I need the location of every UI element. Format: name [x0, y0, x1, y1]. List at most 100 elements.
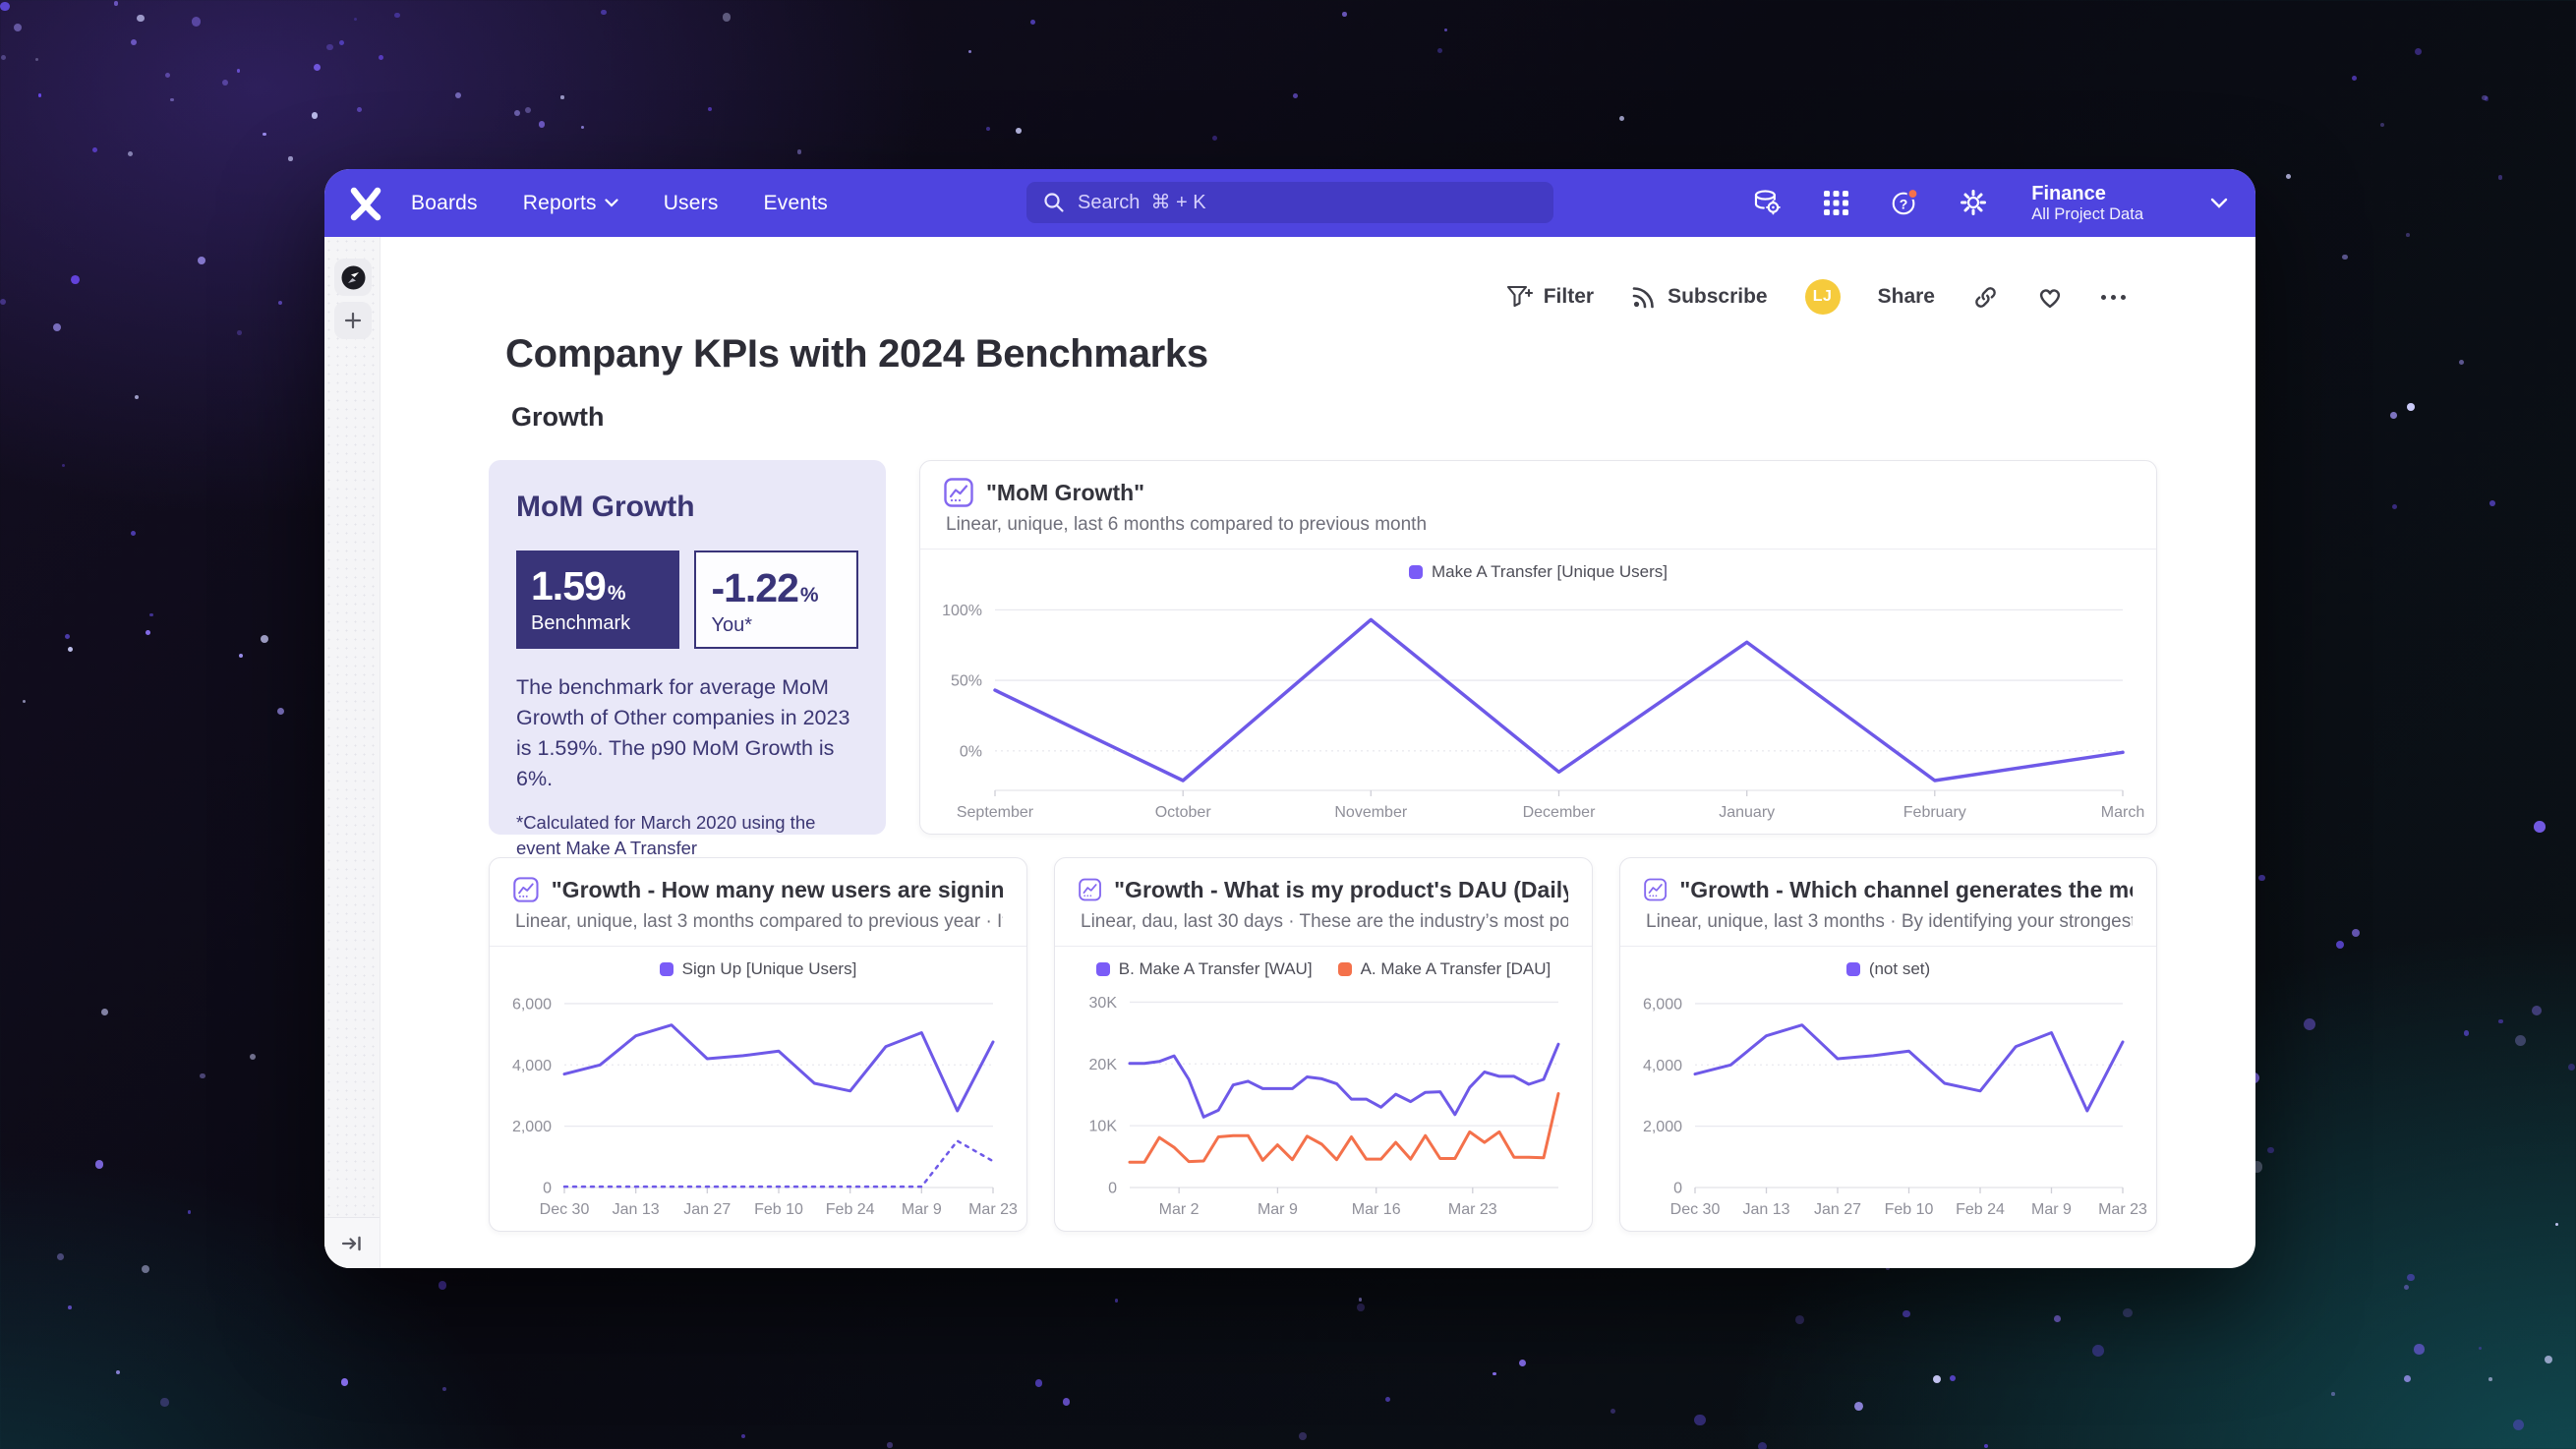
svg-text:Mar 9: Mar 9 — [1258, 1201, 1298, 1218]
help-icon[interactable]: ? — [1890, 188, 1919, 217]
svg-text:Jan 13: Jan 13 — [1742, 1201, 1789, 1218]
chart-subtitle: Linear, unique, last 6 months compared t… — [946, 514, 2133, 536]
mixpanel-logo-icon[interactable] — [346, 184, 385, 223]
legend-swatch-icon — [1846, 962, 1860, 976]
svg-text:November: November — [1334, 804, 1407, 821]
mom-growth-line-chart[interactable]: 100% 50% 0% September October November Decembe… — [930, 586, 2146, 830]
nav-item-users[interactable]: Users — [664, 192, 719, 215]
svg-text:December: December — [1523, 804, 1596, 821]
chart-subtitle: Linear, unique, last 3 months · By ident… — [1646, 911, 2133, 933]
section-title: Growth — [511, 402, 605, 433]
signups-line-chart[interactable]: 6,000 4,000 2,000 0 Dec 30 Jan 13 Jan 27 Feb 10… — [499, 983, 1017, 1227]
card-header: "Growth - What is my product's DAU (Dail… — [1055, 858, 1592, 947]
mom-growth-chart-card: "MoM Growth" Linear, unique, last 6 mont… — [919, 460, 2157, 835]
you-label: You* — [711, 614, 842, 637]
project-switcher[interactable]: Finance All Project Data — [2031, 182, 2143, 225]
compass-icon — [340, 264, 367, 291]
avatar[interactable]: LJ — [1805, 279, 1841, 315]
apps-grid-icon[interactable] — [1821, 188, 1850, 217]
dau-chart-card: "Growth - What is my product's DAU (Dail… — [1054, 857, 1593, 1232]
legend-label: B. Make A Transfer [WAU] — [1119, 959, 1313, 979]
svg-text:2,000: 2,000 — [1643, 1119, 1682, 1135]
report-link[interactable]: "Growth - Which channel generates the mo… — [1644, 875, 2133, 904]
nav-item-events[interactable]: Events — [764, 192, 828, 215]
chart-subtitle: Linear, unique, last 3 months compared t… — [515, 911, 1003, 933]
settings-gear-icon[interactable] — [1959, 188, 1988, 217]
page-title: Company KPIs with 2024 Benchmarks — [505, 332, 1208, 377]
app-window: Boards Reports Users Events — [324, 169, 2255, 1268]
nav-menu: Boards Reports Users Events — [411, 192, 828, 215]
chart-legend: B. Make A Transfer [WAU] A. Make A Transf… — [1055, 957, 1592, 981]
expand-arrow-icon — [340, 1234, 364, 1253]
legend-item[interactable]: B. Make A Transfer [WAU] — [1096, 957, 1313, 981]
svg-text:Jan 13: Jan 13 — [613, 1201, 660, 1218]
svg-text:Feb 10: Feb 10 — [754, 1201, 803, 1218]
report-link[interactable]: "Growth - What is my product's DAU (Dail… — [1079, 875, 1568, 904]
line-chart-icon — [513, 875, 539, 904]
favorite-button[interactable] — [2036, 284, 2064, 310]
svg-text:September: September — [957, 804, 1034, 821]
subscribe-label: Subscribe — [1668, 285, 1768, 309]
report-link[interactable]: "Growth - How many new users are signing… — [513, 875, 1003, 904]
svg-text:October: October — [1155, 804, 1212, 821]
top-navbar: Boards Reports Users Events — [324, 169, 2255, 237]
chart-title: "MoM Growth" — [986, 480, 1144, 506]
svg-text:Mar 23: Mar 23 — [968, 1201, 1018, 1218]
line-chart-icon — [1079, 875, 1101, 904]
project-chevron-down-icon[interactable] — [2210, 198, 2228, 208]
legend-swatch-icon — [1096, 962, 1110, 976]
nav-item-reports[interactable]: Reports — [523, 192, 618, 215]
subscribe-button[interactable]: Subscribe — [1631, 284, 1768, 310]
svg-text:0: 0 — [1673, 1181, 1682, 1197]
benchmark-stat-box: 1.59 % Benchmark — [516, 551, 679, 649]
svg-text:Dec 30: Dec 30 — [1670, 1201, 1721, 1218]
chart-legend: Make A Transfer [Unique Users] — [920, 560, 2156, 584]
legend-swatch-icon — [1338, 962, 1352, 976]
filter-label: Filter — [1544, 285, 1594, 309]
channel-line-chart[interactable]: 6,000 4,000 2,000 0 Dec 30 Jan 13 Jan 27 Feb 10… — [1630, 983, 2146, 1227]
benchmark-unit: % — [608, 582, 626, 606]
benchmark-description: The benchmark for average MoM Growth of … — [516, 672, 858, 794]
project-name: Finance — [2031, 182, 2143, 205]
search-icon — [1042, 191, 1066, 214]
link-icon — [1972, 284, 1999, 311]
dau-line-chart[interactable]: 30K 20K 10K 0 Mar 2 Mar 9 Mar 16 Mar 23 — [1065, 983, 1582, 1227]
project-scope: All Project Data — [2031, 205, 2143, 225]
filter-funnel-icon — [1506, 284, 1533, 310]
svg-text:2,000: 2,000 — [512, 1119, 552, 1135]
benchmark-label: Benchmark — [531, 612, 665, 635]
nav-item-boards[interactable]: Boards — [411, 192, 478, 215]
channel-chart-card: "Growth - Which channel generates the mo… — [1619, 857, 2157, 1232]
chart-title: "Growth - How many new users are signing… — [552, 877, 1003, 903]
data-management-icon[interactable] — [1752, 188, 1782, 217]
svg-text:Dec 30: Dec 30 — [540, 1201, 590, 1218]
legend-item[interactable]: Make A Transfer [Unique Users] — [1409, 560, 1668, 584]
expand-sidebar-button[interactable] — [324, 1217, 380, 1268]
svg-text:Feb 10: Feb 10 — [1885, 1201, 1934, 1218]
legend-item[interactable]: (not set) — [1846, 957, 1930, 981]
svg-text:Mar 23: Mar 23 — [2098, 1201, 2147, 1218]
svg-text:Mar 16: Mar 16 — [1352, 1201, 1401, 1218]
svg-text:0: 0 — [1108, 1181, 1117, 1197]
filter-button[interactable]: Filter — [1506, 284, 1594, 310]
svg-text:4,000: 4,000 — [512, 1058, 552, 1074]
copy-link-button[interactable] — [1972, 284, 1999, 311]
board-toolbar: Filter Subscribe LJ Share — [1506, 279, 2126, 315]
discover-compass-button[interactable] — [334, 259, 372, 296]
chart-legend: Sign Up [Unique Users] — [490, 957, 1026, 981]
global-search — [1026, 182, 1553, 223]
legend-item[interactable]: Sign Up [Unique Users] — [660, 957, 857, 981]
svg-text:0: 0 — [543, 1181, 552, 1197]
you-value: -1.22 — [711, 565, 797, 611]
search-input[interactable] — [1026, 182, 1553, 223]
create-new-button[interactable] — [334, 302, 372, 339]
more-options-button[interactable] — [2101, 295, 2126, 300]
svg-text:6,000: 6,000 — [512, 996, 552, 1013]
svg-text:Mar 9: Mar 9 — [2031, 1201, 2072, 1218]
share-button[interactable]: Share — [1878, 285, 1935, 309]
benchmark-value: 1.59 — [531, 563, 606, 609]
legend-item[interactable]: A. Make A Transfer [DAU] — [1338, 957, 1551, 981]
svg-text:Mar 23: Mar 23 — [1448, 1201, 1497, 1218]
report-link[interactable]: "MoM Growth" — [944, 478, 2133, 507]
svg-text:Feb 24: Feb 24 — [1956, 1201, 2005, 1218]
